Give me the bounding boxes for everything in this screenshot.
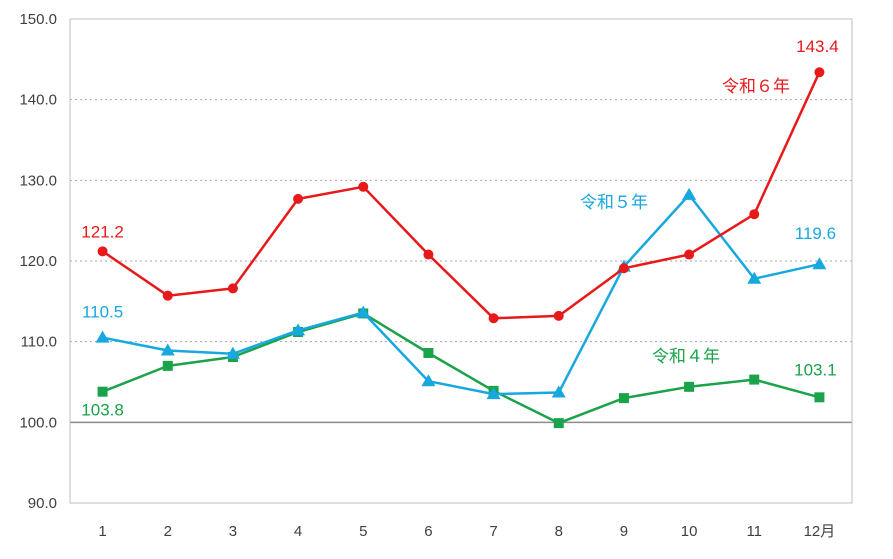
data-point (95, 330, 110, 343)
data-point (162, 360, 173, 371)
y-tick-label: 150.0 (19, 11, 57, 28)
data-point (749, 209, 760, 220)
data-point (358, 181, 369, 192)
data-point (551, 385, 566, 398)
x-tick-label: 11 (746, 523, 762, 540)
data-point (160, 343, 175, 356)
series-line (102, 193, 820, 396)
data-point (812, 257, 827, 270)
x-tick-label: 12月 (804, 523, 836, 540)
series-square (97, 308, 825, 429)
data-point (293, 193, 304, 204)
data-point (553, 418, 564, 429)
y-tick-label: 130.0 (19, 172, 57, 189)
data-label: 119.6 (795, 224, 836, 243)
y-axis: 90.0 100.0 110.0 120.0 130.0 140.0 150.0 (19, 11, 57, 512)
data-point (488, 313, 499, 324)
data-point (814, 392, 825, 403)
series-name-label: 令和４年 (652, 347, 720, 367)
data-point (97, 246, 108, 257)
data-point (227, 283, 238, 294)
y-tick-label: 90.0 (28, 495, 57, 512)
data-point (162, 290, 173, 301)
series-name-label: 令和５年 (580, 193, 648, 213)
data-point (749, 374, 760, 385)
data-point (225, 346, 240, 359)
series-triangle (95, 187, 827, 400)
data-label: 110.5 (82, 303, 123, 322)
data-point (747, 271, 762, 284)
data-point (684, 381, 695, 392)
data-point (618, 263, 629, 274)
x-axis: 1 2 3 4 5 6 7 8 9 10 11 12月 (98, 523, 835, 540)
x-tick-label: 4 (294, 523, 302, 540)
data-point (486, 387, 501, 400)
data-point (618, 393, 629, 404)
y-tick-label: 100.0 (19, 414, 57, 431)
x-tick-label: 1 (98, 523, 106, 540)
series-group (95, 67, 827, 429)
series-line (101, 71, 821, 320)
labels-group: 103.8 103.1 令和４年 110.5 119.6 令和５年 121.2 143.4 令和… (81, 37, 838, 419)
x-tick-label: 9 (620, 523, 628, 540)
x-tick-label: 2 (164, 523, 172, 540)
gridlines (70, 99, 852, 424)
data-point (814, 67, 825, 78)
data-point (682, 187, 697, 200)
y-tick-label: 120.0 (19, 253, 57, 270)
data-label: 121.2 (81, 222, 124, 241)
data-label: 103.1 (794, 360, 837, 379)
y-tick-label: 110.0 (21, 334, 57, 351)
x-tick-label: 3 (229, 523, 237, 540)
data-point (684, 249, 695, 260)
data-point (423, 347, 434, 358)
x-tick-label: 7 (489, 523, 497, 540)
data-point (291, 323, 306, 336)
data-point (553, 310, 564, 321)
x-tick-label: 8 (555, 523, 563, 540)
plot-frame (69, 18, 853, 504)
data-point (421, 374, 436, 387)
series-line (102, 312, 820, 425)
data-point (97, 386, 108, 397)
data-point (356, 305, 371, 318)
x-tick-label: 6 (424, 523, 432, 540)
y-tick-label: 140.0 (19, 92, 57, 109)
series-circle (97, 67, 825, 324)
data-label: 143.4 (796, 37, 839, 56)
data-point (423, 249, 434, 260)
data-label: 103.8 (81, 401, 124, 420)
x-tick-label: 5 (359, 523, 367, 540)
x-tick-label: 10 (681, 523, 698, 540)
series-name-label: 令和６年 (722, 77, 790, 97)
